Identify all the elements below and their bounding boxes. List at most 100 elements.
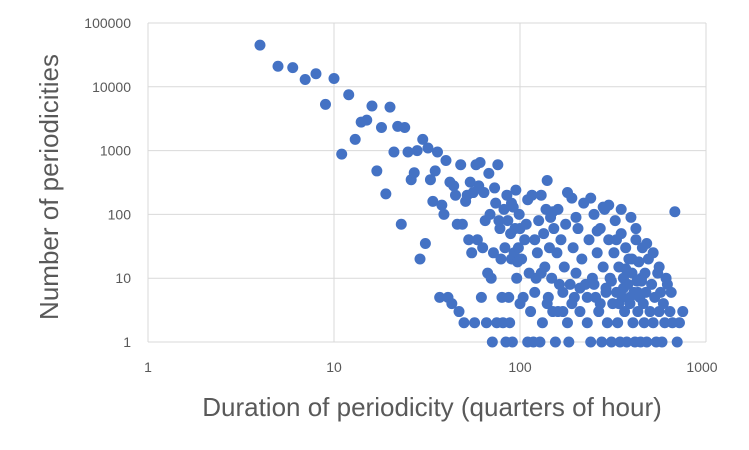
data-point <box>501 189 513 201</box>
data-point <box>419 237 431 249</box>
data-point <box>254 39 266 51</box>
data-point <box>647 317 659 329</box>
data-point <box>499 242 511 254</box>
data-point <box>446 298 458 310</box>
data-point <box>520 218 532 230</box>
data-point <box>414 253 426 265</box>
data-point <box>638 317 650 329</box>
data-point <box>632 286 644 298</box>
x-tick-labels: 1 10 100 1000 <box>144 359 718 375</box>
data-point <box>585 192 597 204</box>
data-point <box>635 275 647 287</box>
data-point <box>422 142 434 154</box>
data-point <box>328 72 340 84</box>
data-point <box>596 336 608 348</box>
data-point <box>463 234 475 246</box>
data-point <box>510 184 522 196</box>
data-point <box>531 247 543 259</box>
data-point <box>567 242 579 254</box>
x-tick-label: 1 <box>144 359 152 375</box>
data-point <box>564 278 576 290</box>
data-point <box>469 317 481 329</box>
data-point <box>570 267 582 279</box>
data-point <box>646 278 658 290</box>
data-point <box>630 234 642 246</box>
data-point <box>637 298 649 310</box>
data-point <box>513 208 525 220</box>
y-tick-label: 100 <box>108 206 132 222</box>
data-point <box>402 146 414 158</box>
data-point <box>576 253 588 265</box>
y-tick-labels: 1 10 100 1000 10000 100000 <box>84 15 131 350</box>
data-point <box>558 261 570 273</box>
data-point <box>597 201 609 213</box>
data-point <box>287 62 299 74</box>
data-point <box>455 159 467 171</box>
data-point <box>529 234 541 246</box>
data-point <box>417 133 429 145</box>
data-point <box>588 278 600 290</box>
data-point <box>384 101 396 113</box>
data-point <box>471 234 483 246</box>
data-point <box>480 317 492 329</box>
data-point <box>594 298 606 310</box>
y-tick-label: 100000 <box>84 15 131 31</box>
data-point <box>656 336 668 348</box>
x-tick-label: 100 <box>508 359 532 375</box>
data-point <box>427 195 439 207</box>
data-point <box>349 133 361 145</box>
data-point <box>456 218 468 230</box>
data-point <box>657 298 669 310</box>
y-tick-label: 10 <box>115 270 131 286</box>
data-point <box>366 100 378 112</box>
data-point <box>516 253 528 265</box>
data-point <box>464 176 476 188</box>
data-point <box>272 60 284 72</box>
data-point <box>561 187 573 199</box>
data-point <box>574 282 586 294</box>
data-point <box>541 174 553 186</box>
data-point <box>478 187 490 199</box>
gridlines <box>147 22 707 343</box>
data-point <box>483 167 495 179</box>
data-point <box>489 182 501 194</box>
data-point <box>552 306 564 318</box>
data-point <box>498 203 510 215</box>
data-point <box>548 223 560 235</box>
y-tick-label: 1 <box>123 334 131 350</box>
data-point <box>591 247 603 259</box>
data-point <box>375 122 387 134</box>
data-point <box>487 247 499 259</box>
data-point <box>511 272 523 284</box>
data-point <box>557 286 569 298</box>
x-axis-title: Duration of periodicity (quarters of hou… <box>202 392 662 422</box>
data-point <box>411 145 423 157</box>
data-point <box>583 234 595 246</box>
data-point <box>665 286 677 298</box>
data-point <box>555 234 567 246</box>
data-point <box>632 306 644 318</box>
data-point <box>371 165 383 177</box>
data-point <box>506 336 518 348</box>
data-point <box>566 298 578 310</box>
data-point <box>535 189 547 201</box>
data-point <box>603 234 615 246</box>
data-point <box>664 306 676 318</box>
data-point <box>644 306 656 318</box>
data-point <box>514 298 526 310</box>
data-point <box>474 157 486 169</box>
data-point <box>617 282 629 294</box>
data-point <box>641 237 653 249</box>
data-point <box>585 336 597 348</box>
data-point <box>503 291 515 303</box>
data-points <box>254 39 689 348</box>
data-point <box>615 203 627 215</box>
data-point <box>620 263 632 275</box>
data-point <box>605 275 617 287</box>
data-point <box>466 247 478 259</box>
data-point <box>600 286 612 298</box>
data-point <box>525 306 537 318</box>
data-point <box>547 206 559 218</box>
data-point <box>429 165 441 177</box>
data-point <box>613 298 625 310</box>
